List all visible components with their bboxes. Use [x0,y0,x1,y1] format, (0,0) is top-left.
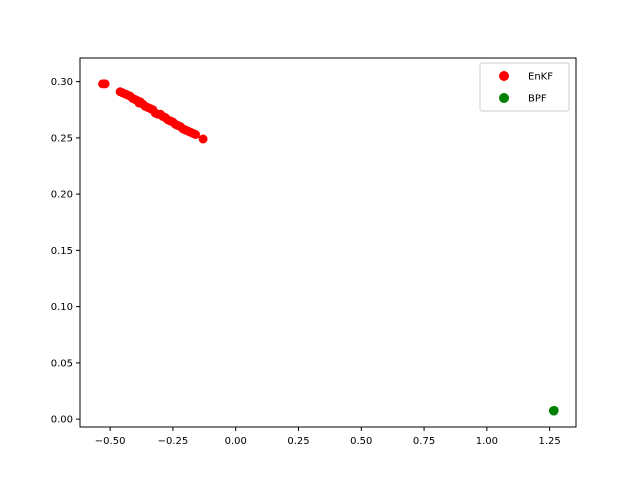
y-tick-label: 0.20 [51,190,73,201]
legend-label-bpf: BPF [528,94,547,105]
x-tick-label: 0.00 [225,436,247,447]
y-tick-label: 0.10 [51,302,73,313]
legend-box [479,62,570,112]
x-tick-label: 1.00 [476,436,498,447]
x-tick-label: 0.50 [350,436,372,447]
legend: EnKF BPF [479,62,570,112]
point-enkf [198,134,208,144]
plot-frame [79,57,577,428]
axis-ticks: −0.50 −0.25 0.00 0.25 0.50 0.75 1.00 1.25 0.00 0.… [51,77,561,447]
point-enkf [191,130,201,139]
legend-marker-bpf [499,93,509,103]
legend-marker-enkf [499,71,509,81]
point-enkf [100,79,110,89]
x-tick-label: 0.25 [287,436,309,447]
y-tick-label: 0.25 [51,133,73,144]
y-tick-label: 0.00 [51,415,73,426]
y-tick-label: 0.05 [51,358,73,369]
data-points [98,79,559,416]
point-bpf [549,405,559,415]
x-tick-label: −0.50 [95,436,126,447]
y-tick-label: 0.30 [51,77,73,88]
x-tick-label: 1.25 [538,436,560,447]
x-tick-label: 0.75 [413,436,435,447]
x-tick-label: −0.25 [158,436,189,447]
legend-label-enkf: EnKF [528,72,553,83]
y-tick-label: 0.15 [51,246,73,257]
